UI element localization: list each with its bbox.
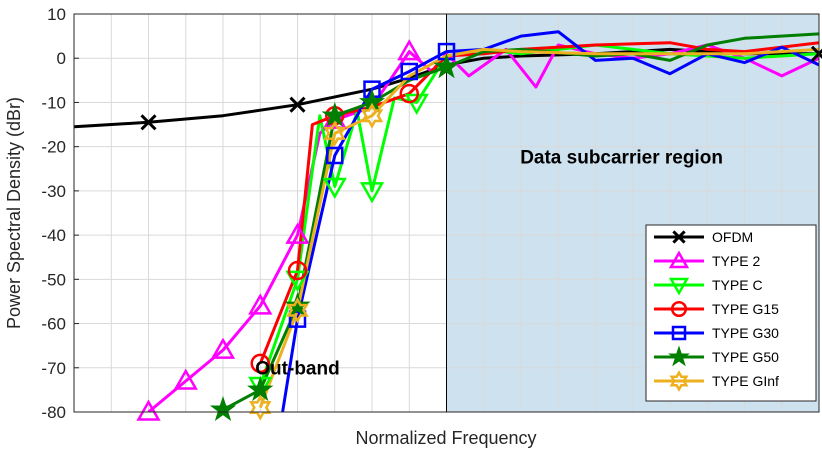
out-band-label: Out-band	[255, 358, 339, 379]
marker-type-ginf	[286, 297, 309, 324]
marker-type-g50	[321, 101, 348, 127]
marker-type-g30	[288, 310, 307, 328]
y-tick-labels: 10 0 -10 -20 -30 -40 -50 -60 -70 -80	[41, 5, 79, 422]
legend-marker-type-ginf	[669, 370, 689, 392]
legend-marker-ofdm	[672, 230, 686, 244]
legend: OFDM TYPE 2 TYPE C TYPE G15 TYPE G30 TYPE G50…	[645, 224, 817, 402]
y-tick-label: -80	[41, 403, 66, 422]
y-tick-label: -10	[41, 93, 66, 112]
y-tick-label: -60	[41, 315, 66, 334]
y-tick-label: 0	[57, 49, 66, 68]
legend-marker-type-c	[668, 277, 690, 296]
y-tick-label: -50	[41, 270, 66, 289]
marker-type-g50	[433, 53, 460, 79]
marker-type-g15	[250, 353, 270, 374]
marker-type-2	[248, 293, 273, 315]
marker-type-ginf	[360, 102, 384, 129]
legend-marker-type-2	[668, 250, 690, 269]
legend-label-type-2: TYPE 2	[712, 253, 760, 269]
marker-type-c	[285, 270, 310, 292]
series-line-type-g30	[281, 30, 819, 412]
legend-label-type-g15: TYPE G15	[712, 301, 779, 317]
series-line-type-2	[147, 43, 819, 412]
series-markers	[136, 39, 822, 421]
marker-ofdm	[140, 114, 157, 131]
legend-label-type-ginf: TYPE GInf	[712, 373, 779, 389]
marker-type-g30	[400, 62, 418, 81]
legend-marker-type-g15	[670, 300, 688, 318]
y-tick-label: -70	[41, 359, 66, 378]
marker-type-2	[210, 337, 236, 359]
marker-type-2	[285, 222, 310, 244]
legend-marker-type-g30	[671, 325, 687, 341]
y-tick-label: 10	[47, 5, 66, 24]
marker-type-g50	[247, 376, 274, 402]
legend-label-type-g50: TYPE G50	[712, 349, 779, 365]
marker-type-g50	[284, 292, 311, 318]
marker-type-g15	[399, 83, 419, 104]
x-axis-title: Normalized Frequency	[355, 428, 536, 448]
plot-frame	[73, 13, 820, 413]
y-tick-label: -40	[41, 226, 66, 245]
y-tick-label: -20	[41, 138, 66, 157]
marker-type-c	[322, 177, 347, 199]
marker-ofdm	[289, 96, 306, 113]
marker-type-ginf	[323, 120, 346, 147]
marker-type-2	[136, 399, 161, 421]
legend-label-ofdm: OFDM	[712, 229, 753, 245]
y-tick-label: -30	[41, 182, 66, 201]
marker-type-ginf	[248, 394, 272, 421]
marker-type-c	[359, 182, 385, 204]
legend-marker-type-g50	[668, 345, 690, 367]
y-axis-title: Power Spectral Density (dBr)	[4, 97, 24, 329]
series-line-type-g50	[222, 32, 819, 412]
region-label: Data subcarrier region	[520, 147, 723, 168]
marker-type-g30	[326, 146, 344, 165]
legend-label-type-g30: TYPE G30	[712, 325, 779, 341]
marker-type-2	[173, 368, 198, 390]
marker-type-2	[397, 39, 422, 61]
marker-type-g50	[209, 395, 237, 421]
marker-type-g15	[287, 260, 308, 281]
legend-label-type-c: TYPE C	[712, 277, 763, 293]
